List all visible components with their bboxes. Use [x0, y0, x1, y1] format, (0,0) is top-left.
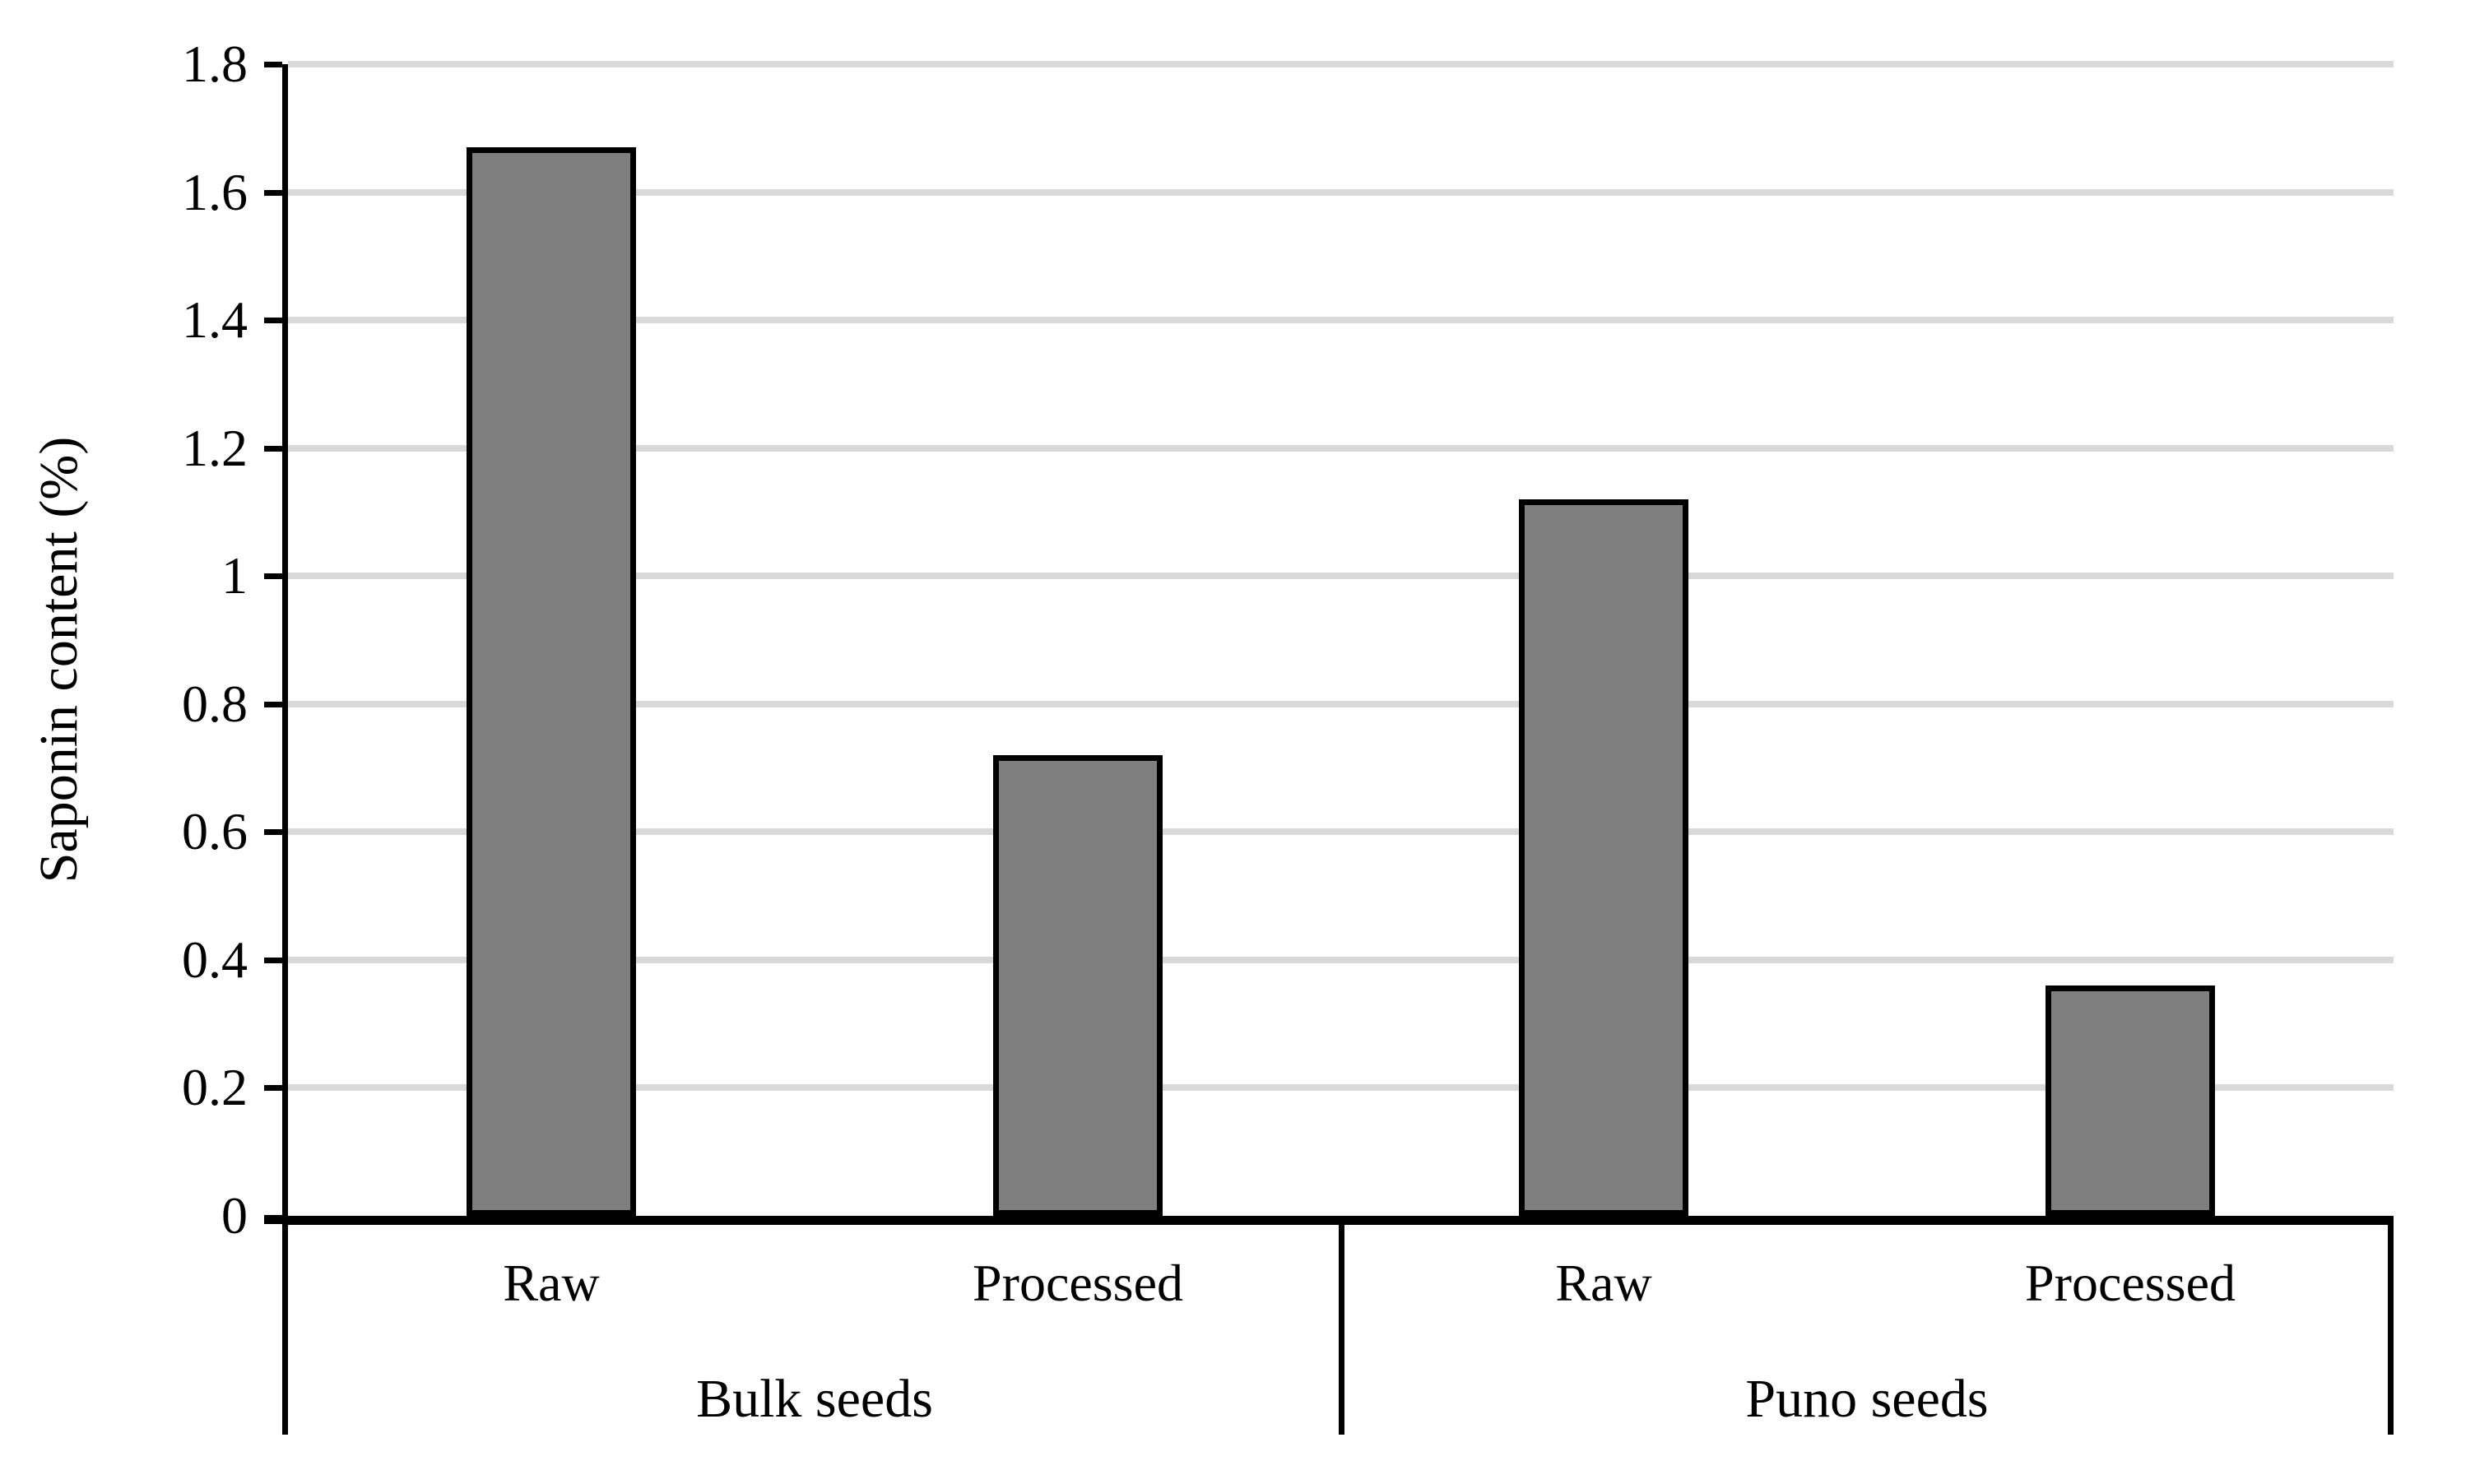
category-table-left-border [282, 1225, 288, 1435]
y-tick-label: 0.2 [182, 1058, 248, 1117]
y-axis-tick [264, 62, 282, 67]
category-table-group-divider [1339, 1225, 1344, 1435]
y-tick-label: 1 [221, 546, 248, 605]
bar-bulk-seeds-raw [467, 147, 636, 1216]
y-axis-tick [264, 189, 282, 196]
category-label-raw: Raw [503, 1254, 600, 1312]
y-tick-label: 0.4 [182, 930, 248, 989]
y-axis-tick [264, 701, 282, 707]
y-axis-tick [264, 445, 282, 452]
y-tick-label: 1.4 [182, 290, 248, 350]
gridline [288, 956, 2394, 963]
y-axis-tick [264, 1085, 282, 1092]
y-tick-label: 0 [221, 1186, 248, 1245]
y-axis-zero-tick [264, 1215, 282, 1224]
gridline [288, 317, 2394, 324]
y-axis-tick [264, 318, 282, 324]
gridline [288, 828, 2394, 836]
plot-area [282, 61, 2394, 1225]
y-tick-label: 0.8 [182, 674, 248, 733]
gridline [288, 1084, 2394, 1092]
y-axis-tick [264, 573, 282, 580]
gridline [288, 61, 2394, 67]
gridline [288, 188, 2394, 196]
category-label-processed: Processed [2025, 1254, 2236, 1312]
gridline [288, 573, 2394, 580]
category-label-raw: Raw [1555, 1254, 1652, 1312]
bar-puno-seeds-processed [2046, 985, 2215, 1216]
y-tick-label: 1.2 [182, 418, 248, 477]
group-label-puno-seeds: Puno seeds [1745, 1369, 1989, 1429]
group-label-bulk-seeds: Bulk seeds [696, 1369, 933, 1429]
y-axis-tick [264, 829, 282, 836]
bar-puno-seeds-raw [1519, 499, 1688, 1216]
y-axis-tick [264, 957, 282, 963]
category-label-processed: Processed [973, 1254, 1183, 1312]
y-tick-label: 0.6 [182, 802, 248, 861]
gridline [288, 700, 2394, 707]
gridline [288, 444, 2394, 452]
y-tick-label: 1.8 [182, 35, 248, 93]
y-tick-label: 1.6 [182, 162, 248, 221]
bar-bulk-seeds-processed [993, 755, 1163, 1216]
category-table-right-border [2388, 1225, 2394, 1435]
